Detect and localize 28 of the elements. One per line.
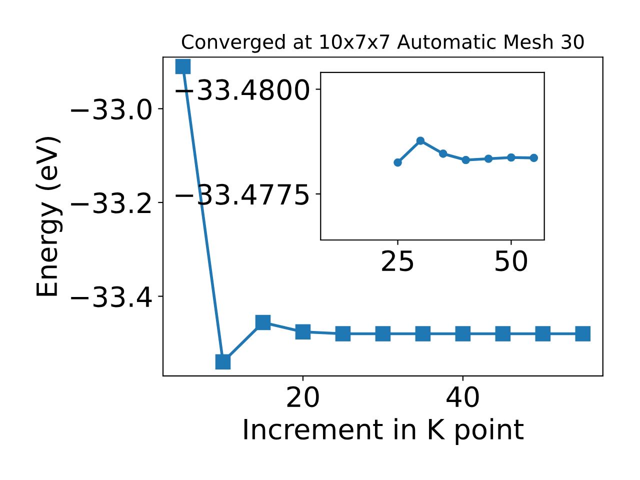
point xyxy=(175,58,191,74)
x-tick-label: 40 xyxy=(446,386,479,408)
y-tick-label: −33.2 xyxy=(71,192,150,214)
y-tick-label: −33.4 xyxy=(71,286,152,308)
point xyxy=(295,324,311,340)
x-tick-label: 25 xyxy=(382,250,414,272)
point xyxy=(394,158,402,167)
point xyxy=(215,354,231,370)
point xyxy=(255,314,271,330)
point xyxy=(484,154,493,163)
point xyxy=(335,326,351,342)
point xyxy=(495,326,511,342)
point xyxy=(462,156,470,164)
point xyxy=(575,326,591,342)
chart-title: Converged at 10x7x7 Automatic Mesh 30 xyxy=(182,34,584,53)
y-axis-title: Energy (eV) xyxy=(36,137,63,296)
point xyxy=(507,153,516,162)
point xyxy=(455,326,471,342)
point xyxy=(415,326,431,342)
point xyxy=(535,326,551,342)
y-tick-label: −33.0 xyxy=(71,98,152,120)
x-tick-label: 20 xyxy=(287,386,319,408)
x-axis-title: Increment in K point xyxy=(244,418,524,446)
point xyxy=(375,326,391,342)
point xyxy=(416,136,425,145)
point xyxy=(438,150,448,158)
point xyxy=(530,154,538,162)
x-tick-label: 50 xyxy=(496,250,528,272)
